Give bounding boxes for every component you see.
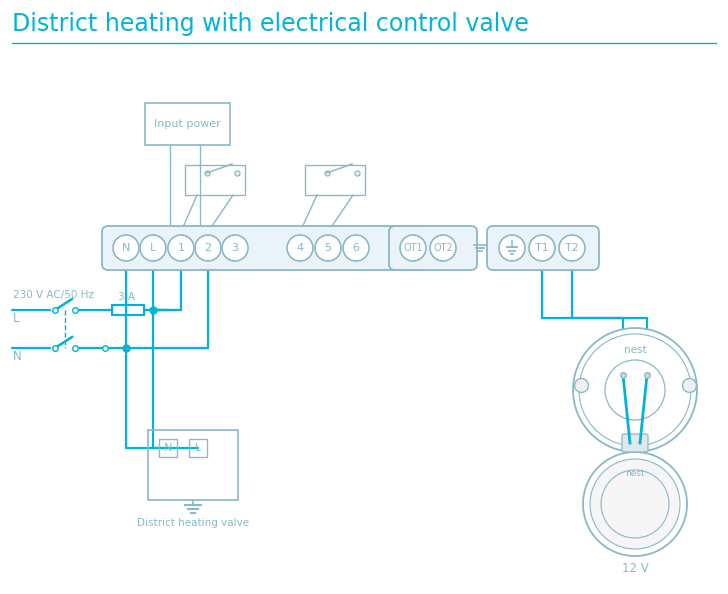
Text: 3: 3 — [232, 243, 239, 253]
Text: District heating with electrical control valve: District heating with electrical control… — [12, 12, 529, 36]
Ellipse shape — [343, 235, 369, 261]
Text: N: N — [122, 243, 130, 253]
Text: N: N — [164, 443, 173, 453]
Text: OT1: OT1 — [403, 243, 423, 253]
Ellipse shape — [168, 235, 194, 261]
Text: L: L — [150, 243, 156, 253]
Circle shape — [573, 328, 697, 452]
Text: nest: nest — [624, 345, 646, 355]
Text: 230 V AC/50 Hz: 230 V AC/50 Hz — [13, 290, 94, 300]
Text: 4: 4 — [296, 243, 304, 253]
Ellipse shape — [499, 235, 525, 261]
Text: 6: 6 — [352, 243, 360, 253]
Ellipse shape — [287, 235, 313, 261]
Ellipse shape — [315, 235, 341, 261]
Ellipse shape — [430, 235, 456, 261]
Circle shape — [605, 360, 665, 420]
FancyBboxPatch shape — [487, 226, 599, 270]
Ellipse shape — [113, 235, 139, 261]
Ellipse shape — [195, 235, 221, 261]
Text: nest: nest — [625, 469, 645, 479]
Ellipse shape — [222, 235, 248, 261]
FancyBboxPatch shape — [622, 434, 648, 452]
Ellipse shape — [140, 235, 166, 261]
Text: L: L — [195, 443, 201, 453]
Text: T1: T1 — [535, 243, 549, 253]
FancyBboxPatch shape — [389, 226, 477, 270]
Text: 2: 2 — [205, 243, 212, 253]
Circle shape — [583, 452, 687, 556]
Ellipse shape — [559, 235, 585, 261]
FancyBboxPatch shape — [102, 226, 424, 270]
Text: 5: 5 — [325, 243, 331, 253]
Circle shape — [590, 459, 680, 549]
Text: OT2: OT2 — [433, 243, 453, 253]
Text: 12 V: 12 V — [622, 561, 649, 574]
Text: 1: 1 — [178, 243, 184, 253]
Ellipse shape — [529, 235, 555, 261]
Ellipse shape — [400, 235, 426, 261]
Text: 3 A: 3 A — [118, 292, 135, 302]
Text: N: N — [13, 349, 22, 362]
Text: Input power: Input power — [154, 119, 221, 129]
Text: District heating valve: District heating valve — [137, 518, 249, 528]
Text: T2: T2 — [565, 243, 579, 253]
Text: L: L — [13, 311, 20, 324]
